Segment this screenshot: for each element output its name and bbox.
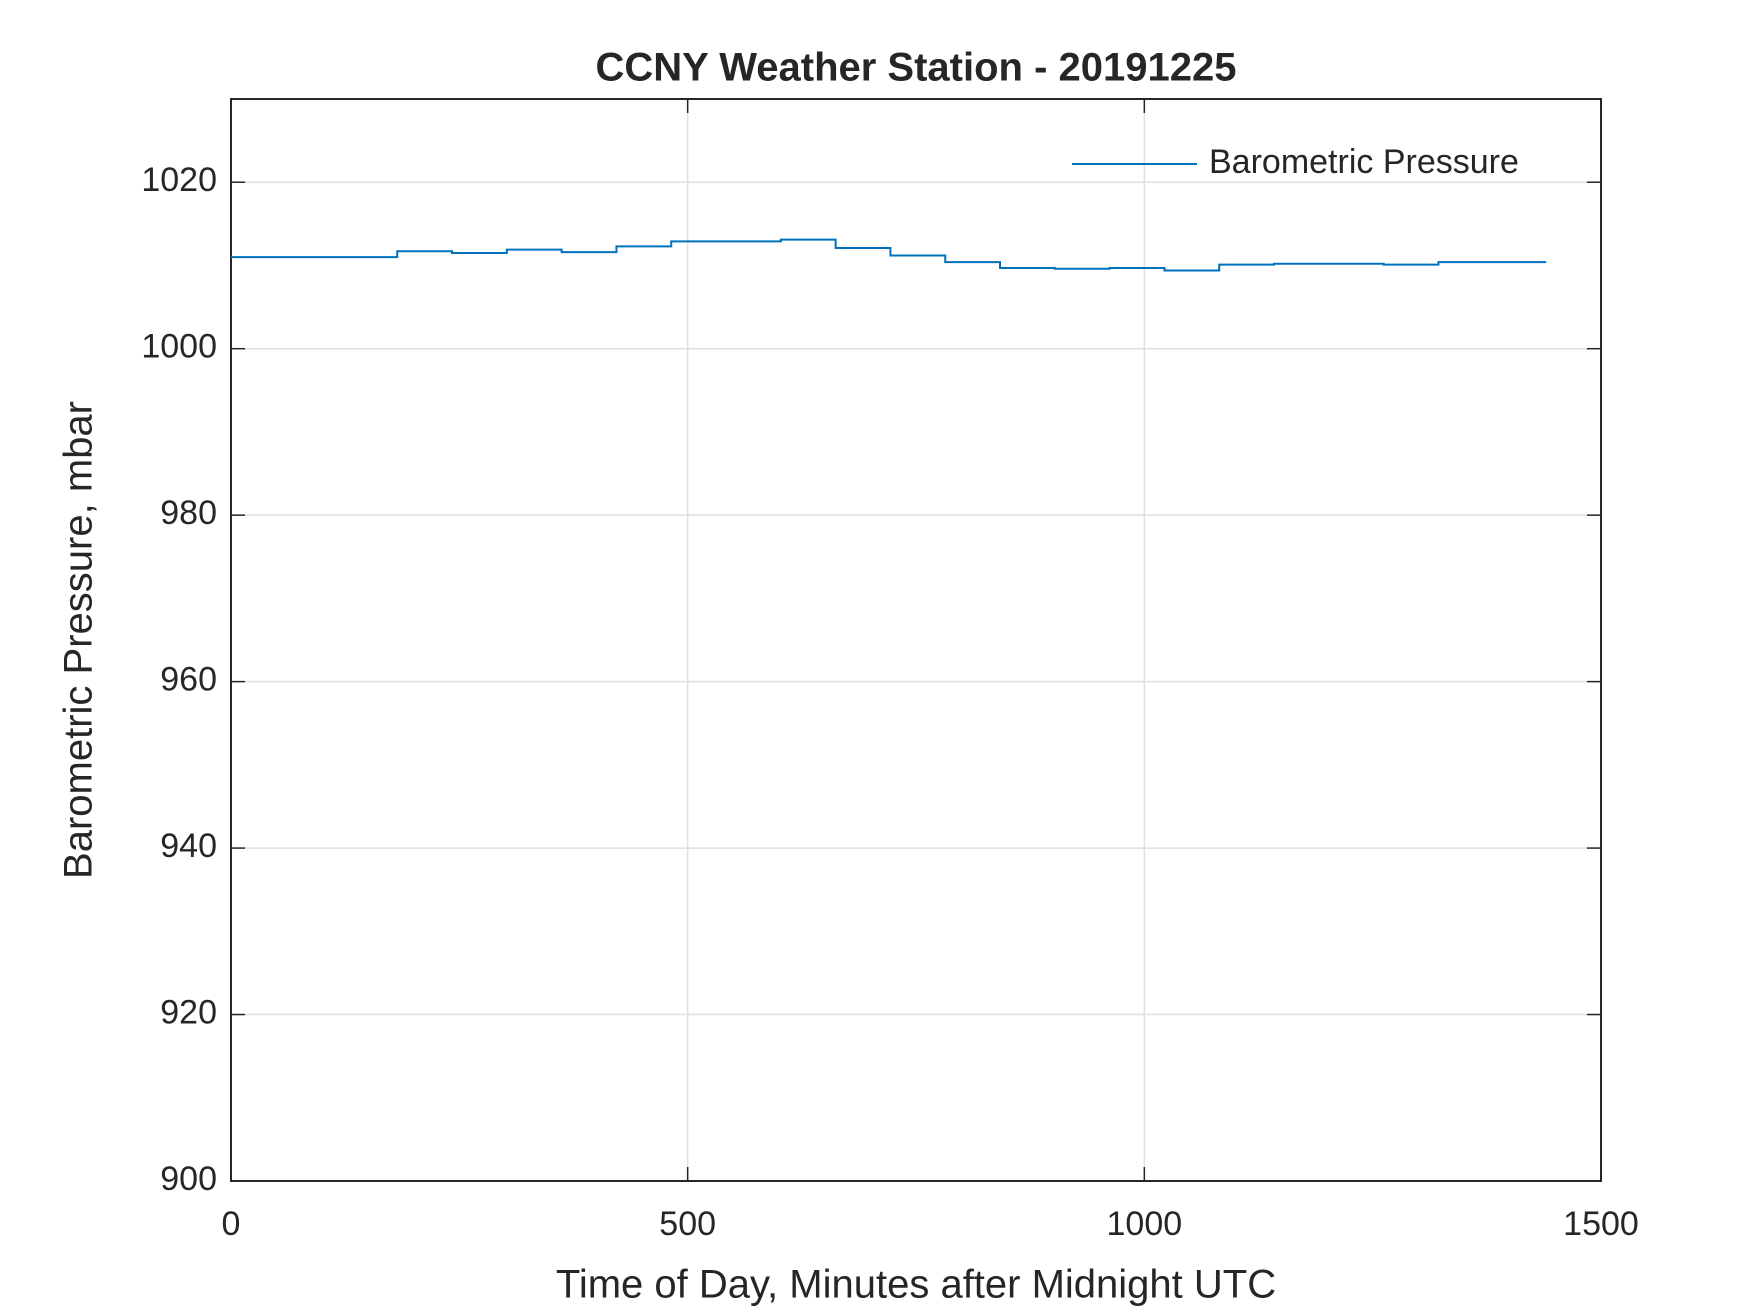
y-tick-label: 980 bbox=[160, 494, 217, 532]
x-tick-label: 1000 bbox=[1107, 1205, 1183, 1243]
y-tick-label: 920 bbox=[160, 994, 217, 1032]
y-tick-label: 1000 bbox=[141, 328, 217, 366]
data-line bbox=[231, 238, 1547, 272]
x-tick-label: 1500 bbox=[1563, 1205, 1639, 1243]
y-tick-label: 940 bbox=[160, 827, 217, 865]
y-tick-label: 1020 bbox=[141, 161, 217, 199]
x-axis-label: Time of Day, Minutes after Midnight UTC bbox=[556, 1263, 1276, 1307]
plot-frame bbox=[230, 98, 1602, 1182]
y-tick-label: 900 bbox=[160, 1160, 217, 1198]
y-axis-label: Barometric Pressure, mbar bbox=[57, 401, 101, 879]
x-tick-label: 500 bbox=[659, 1205, 716, 1243]
legend-label: Barometric Pressure bbox=[1209, 143, 1519, 181]
x-tick-label: 0 bbox=[222, 1205, 241, 1243]
y-tick-label: 960 bbox=[160, 661, 217, 699]
chart-title: CCNY Weather Station - 20191225 bbox=[596, 46, 1237, 90]
